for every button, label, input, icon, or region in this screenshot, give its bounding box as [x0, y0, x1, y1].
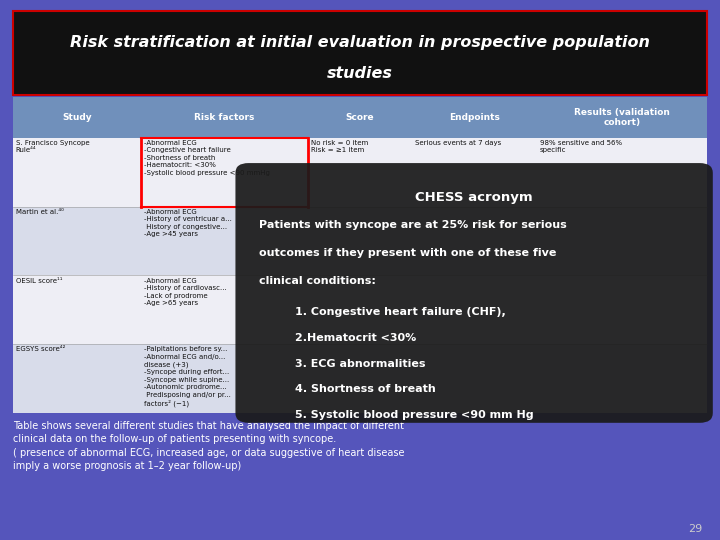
Text: Patients with syncope are at 25% risk for serious: Patients with syncope are at 25% risk fo…	[259, 220, 567, 230]
Text: No risk = 0 item
Risk = ≥1 item: No risk = 0 item Risk = ≥1 item	[311, 140, 368, 153]
Text: Risk factors: Risk factors	[194, 113, 255, 122]
FancyBboxPatch shape	[13, 97, 707, 413]
Text: 2.Hematocrit <30%: 2.Hematocrit <30%	[295, 333, 416, 343]
Text: Endpoints: Endpoints	[449, 113, 500, 122]
Text: CHESS acronym: CHESS acronym	[415, 191, 533, 204]
FancyBboxPatch shape	[13, 11, 707, 94]
Text: -Abnormal ECG
-Congestive heart failure
-Shortness of breath
-Haematocrit: <30%
: -Abnormal ECG -Congestive heart failure …	[144, 140, 270, 176]
Text: 1. Congestive heart failure (CHF),: 1. Congestive heart failure (CHF),	[295, 307, 506, 317]
FancyBboxPatch shape	[235, 163, 713, 423]
Text: -Palpitations before sy...
-Abnormal ECG and/o...
disease (+3)
-Syncope during e: -Palpitations before sy... -Abnormal ECG…	[144, 347, 231, 407]
FancyBboxPatch shape	[13, 206, 707, 275]
Text: Martin et al.⁴⁰: Martin et al.⁴⁰	[16, 209, 63, 215]
Text: Risk stratification at initial evaluation in prospective population: Risk stratification at initial evaluatio…	[70, 35, 650, 50]
Text: 29: 29	[688, 523, 702, 534]
Text: OESIL score¹¹: OESIL score¹¹	[16, 278, 63, 284]
Text: studies: studies	[327, 66, 393, 81]
FancyBboxPatch shape	[13, 97, 707, 138]
Text: Table shows several different studies that have analysed the impact of different: Table shows several different studies th…	[13, 421, 405, 471]
Text: clinical conditions:: clinical conditions:	[259, 276, 376, 286]
Text: EGSYS score⁴²: EGSYS score⁴²	[16, 347, 66, 353]
Text: 4. Shortness of breath: 4. Shortness of breath	[295, 384, 436, 395]
Text: outcomes if they present with one of these five: outcomes if they present with one of the…	[259, 248, 557, 258]
FancyBboxPatch shape	[13, 275, 707, 345]
Text: -Abnormal ECG
-History of cardiovasc...
-Lack of prodrome
-Age >65 years: -Abnormal ECG -History of cardiovasc... …	[144, 278, 227, 306]
FancyBboxPatch shape	[13, 138, 707, 206]
Text: S. Francisco Syncope
Rule⁴⁴: S. Francisco Syncope Rule⁴⁴	[16, 140, 89, 153]
Text: 98% sensitive and 56%
specific: 98% sensitive and 56% specific	[540, 140, 622, 153]
FancyBboxPatch shape	[13, 345, 707, 413]
Text: -Abnormal ECG
-History of ventricuar a...
 History of congestive...
-Age >45 yea: -Abnormal ECG -History of ventricuar a..…	[144, 209, 232, 237]
Text: 5. Systolic blood pressure <90 mm Hg: 5. Systolic blood pressure <90 mm Hg	[295, 410, 534, 421]
Text: Score: Score	[346, 113, 374, 122]
Text: 3. ECG abnormalities: 3. ECG abnormalities	[295, 359, 426, 369]
Text: Results (validation
cohort): Results (validation cohort)	[574, 108, 670, 127]
Text: Study: Study	[63, 113, 92, 122]
Text: Serious events at 7 days: Serious events at 7 days	[415, 140, 501, 146]
